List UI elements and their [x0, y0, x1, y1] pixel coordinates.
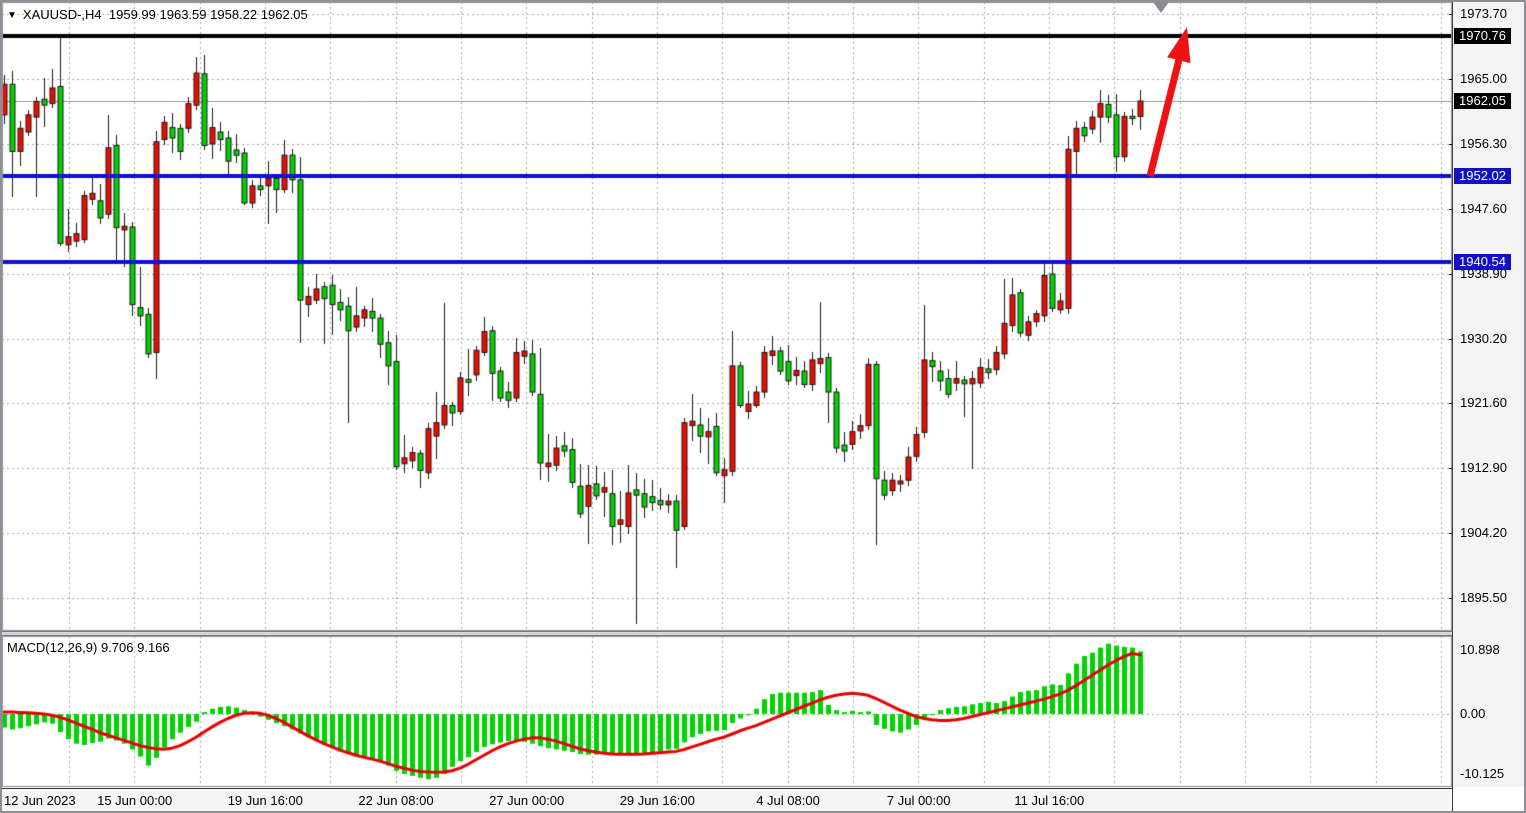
price-axis-tick	[1449, 274, 1453, 275]
price-axis-label: 1938.90	[1460, 266, 1507, 281]
window-border-bottom	[0, 811, 1526, 813]
time-axis-label: 29 Jun 16:00	[619, 793, 695, 808]
price-axis-label: 1973.70	[1460, 6, 1507, 21]
price-axis-tick	[1449, 533, 1453, 535]
price-axis-label: 1965.00	[1460, 71, 1507, 86]
macd-axis-min: -10.125	[1460, 766, 1505, 782]
time-axis-label: 11 Jul 16:00	[1014, 793, 1085, 808]
price-axis-tick	[1449, 468, 1453, 470]
time-axis-label: 15 Jun 00:00	[97, 793, 173, 808]
time-axis-label: 27 Jun 00:00	[489, 793, 565, 808]
price-axis-label: 1904.20	[1460, 525, 1507, 541]
symbol-dropdown-icon: ▼	[7, 10, 17, 21]
ohlc-close: 1962.05	[260, 7, 308, 22]
price-badge-1952.02: 1952.02	[1454, 167, 1511, 184]
chart-shift-marker-icon[interactable]	[1153, 2, 1169, 13]
arrow-head-icon	[1167, 27, 1191, 64]
price-axis-tick	[1449, 598, 1453, 600]
price-axis-separator	[1452, 2, 1453, 811]
arrow-shaft[interactable]	[1146, 55, 1184, 177]
panel-splitter[interactable]	[2, 631, 1452, 636]
macd-axis-max: 10.898	[1460, 641, 1500, 657]
macd-indicator-label: MACD(12,26,9) 9.706 9.166	[7, 640, 170, 655]
price-axis[interactable]: 1973.70 1965.00 1956.30 1947.60 1938.90 1930.…	[1449, 2, 1524, 787]
symbol-period-label: XAUUSD-,H4	[22, 7, 102, 22]
time-axis-label: 4 Jul 08:00	[756, 793, 820, 808]
ohlc-open: 1959.99	[108, 7, 156, 22]
price-axis-tick	[1449, 403, 1453, 405]
macd-axis-zero: 0.00	[1460, 706, 1486, 721]
price-axis-label: 1912.90	[1460, 460, 1507, 476]
price-axis-tick	[1449, 339, 1453, 340]
price-axis-label: 1956.30	[1460, 136, 1507, 151]
window-border-right	[1524, 0, 1526, 813]
time-axis-label: 19 Jun 16:00	[227, 793, 303, 808]
price-badge-1940.54: 1940.54	[1454, 253, 1511, 270]
time-axis-label: 12 Jun 2023	[4, 793, 76, 808]
price-axis-tick	[1449, 79, 1453, 80]
price-axis-label: 1947.60	[1460, 201, 1507, 216]
ohlc-low: 1958.22	[210, 7, 258, 22]
macd-signal-value: 9.166	[137, 640, 170, 655]
time-axis-label: 22 Jun 08:00	[358, 793, 434, 808]
price-badge-1970.76: 1970.76	[1454, 27, 1511, 44]
macd-name: MACD(12,26,9)	[7, 640, 98, 655]
window-border-top	[0, 0, 1526, 2]
price-axis-tick	[1449, 209, 1453, 210]
window-border-left	[0, 0, 2, 813]
ohlc-high: 1963.59	[159, 7, 207, 22]
price-axis-label: 1895.50	[1460, 590, 1507, 606]
macd-main-value: 9.706	[100, 640, 134, 655]
price-badge-1962.05: 1962.05	[1454, 93, 1511, 110]
time-axis-label: 7 Jul 00:00	[886, 793, 951, 808]
time-axis[interactable]: 12 Jun 2023 15 Jun 00:00 19 Jun 16:00 22 Ju…	[2, 788, 1452, 812]
price-axis-tick	[1449, 144, 1453, 145]
price-axis-tick	[1449, 14, 1453, 15]
price-axis-label: 1930.20	[1460, 331, 1507, 346]
chart-header: ▼ XAUUSD-,H4 1959.99 1963.59 1958.22 1962…	[7, 7, 308, 22]
price-axis-label: 1921.60	[1460, 395, 1507, 411]
